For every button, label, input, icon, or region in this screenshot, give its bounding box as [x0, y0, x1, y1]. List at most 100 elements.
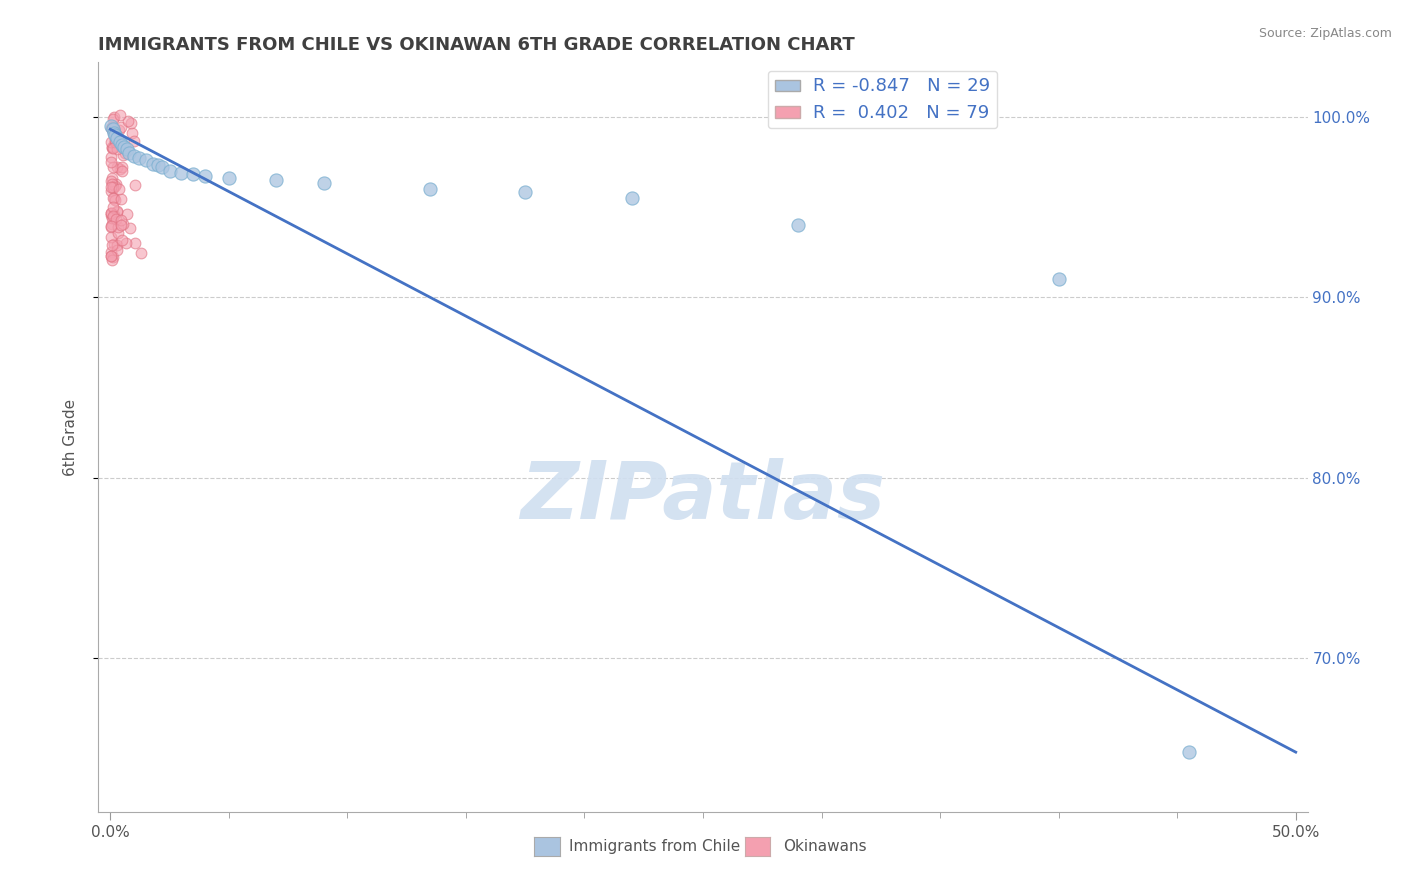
Point — [101, 125, 124, 139]
Point — [121, 126, 143, 140]
Point — [100, 211, 122, 226]
Point — [170, 165, 193, 179]
Point — [101, 210, 124, 224]
Point — [100, 184, 122, 198]
Point — [515, 186, 537, 200]
Point — [103, 191, 125, 205]
Point — [105, 243, 128, 257]
Point — [100, 220, 122, 235]
Point — [111, 161, 134, 175]
Legend: R = -0.847   N = 29, R =  0.402   N = 79: R = -0.847 N = 29, R = 0.402 N = 79 — [768, 70, 997, 128]
Point — [118, 145, 141, 160]
Point — [159, 163, 181, 178]
Point — [786, 218, 808, 232]
Point — [104, 133, 127, 147]
Point — [100, 135, 122, 149]
Point — [135, 153, 157, 167]
Point — [419, 182, 441, 196]
Point — [108, 135, 131, 149]
Point — [114, 146, 136, 161]
Point — [100, 154, 122, 169]
Point — [100, 208, 122, 222]
Point — [100, 252, 122, 267]
Point — [101, 250, 124, 264]
Point — [111, 138, 134, 153]
Point — [101, 120, 124, 134]
Point — [107, 220, 129, 235]
Point — [1047, 272, 1070, 286]
Point — [104, 211, 127, 226]
Point — [100, 249, 122, 263]
Point — [103, 236, 125, 251]
Point — [107, 227, 129, 241]
Text: Immigrants from Chile: Immigrants from Chile — [569, 839, 741, 854]
Point — [105, 160, 128, 174]
Point — [103, 126, 125, 140]
Point — [146, 158, 169, 172]
Point — [111, 148, 134, 162]
Point — [100, 179, 122, 194]
Point — [103, 141, 125, 155]
Text: ZIPatlas: ZIPatlas — [520, 458, 886, 536]
Point — [101, 122, 124, 136]
Point — [105, 142, 128, 156]
Point — [115, 142, 138, 156]
Point — [108, 122, 131, 136]
Point — [108, 161, 131, 176]
Point — [101, 217, 124, 231]
Point — [101, 237, 124, 252]
Point — [101, 200, 124, 214]
Point — [101, 181, 124, 195]
Point — [620, 191, 643, 205]
Point — [108, 181, 131, 195]
Point — [100, 174, 122, 188]
Point — [110, 192, 132, 206]
Y-axis label: 6th Grade: 6th Grade — [63, 399, 77, 475]
Point — [104, 177, 127, 191]
Point — [124, 178, 146, 193]
Point — [122, 135, 145, 149]
Point — [120, 116, 142, 130]
Point — [105, 238, 128, 252]
Point — [100, 244, 122, 259]
Point — [100, 121, 122, 136]
Point — [108, 108, 131, 122]
Point — [111, 217, 134, 231]
Point — [100, 140, 122, 154]
Point — [117, 114, 139, 128]
Point — [264, 173, 287, 187]
Point — [104, 135, 127, 149]
Point — [100, 206, 122, 220]
Point — [100, 219, 122, 233]
Point — [101, 141, 124, 155]
Point — [181, 167, 204, 181]
Point — [101, 178, 124, 192]
Point — [100, 170, 122, 185]
Point — [100, 119, 122, 133]
Point — [101, 112, 124, 126]
Text: IMMIGRANTS FROM CHILE VS OKINAWAN 6TH GRADE CORRELATION CHART: IMMIGRANTS FROM CHILE VS OKINAWAN 6TH GR… — [98, 36, 855, 54]
Point — [104, 128, 127, 142]
Point — [101, 191, 124, 205]
Text: Source: ZipAtlas.com: Source: ZipAtlas.com — [1258, 27, 1392, 40]
Point — [114, 140, 136, 154]
Point — [103, 110, 125, 124]
Point — [194, 169, 217, 184]
Point — [142, 156, 165, 170]
Point — [105, 204, 128, 219]
Point — [110, 120, 132, 134]
Point — [100, 249, 122, 263]
Point — [115, 236, 138, 251]
Point — [111, 233, 134, 247]
Point — [103, 122, 125, 136]
Point — [100, 206, 122, 220]
Point — [120, 221, 142, 235]
Point — [122, 149, 145, 163]
Point — [117, 207, 139, 221]
Point — [104, 127, 127, 141]
Point — [110, 218, 132, 232]
Point — [312, 177, 335, 191]
Text: Okinawans: Okinawans — [783, 839, 866, 854]
Point — [104, 194, 127, 208]
Point — [105, 205, 128, 219]
